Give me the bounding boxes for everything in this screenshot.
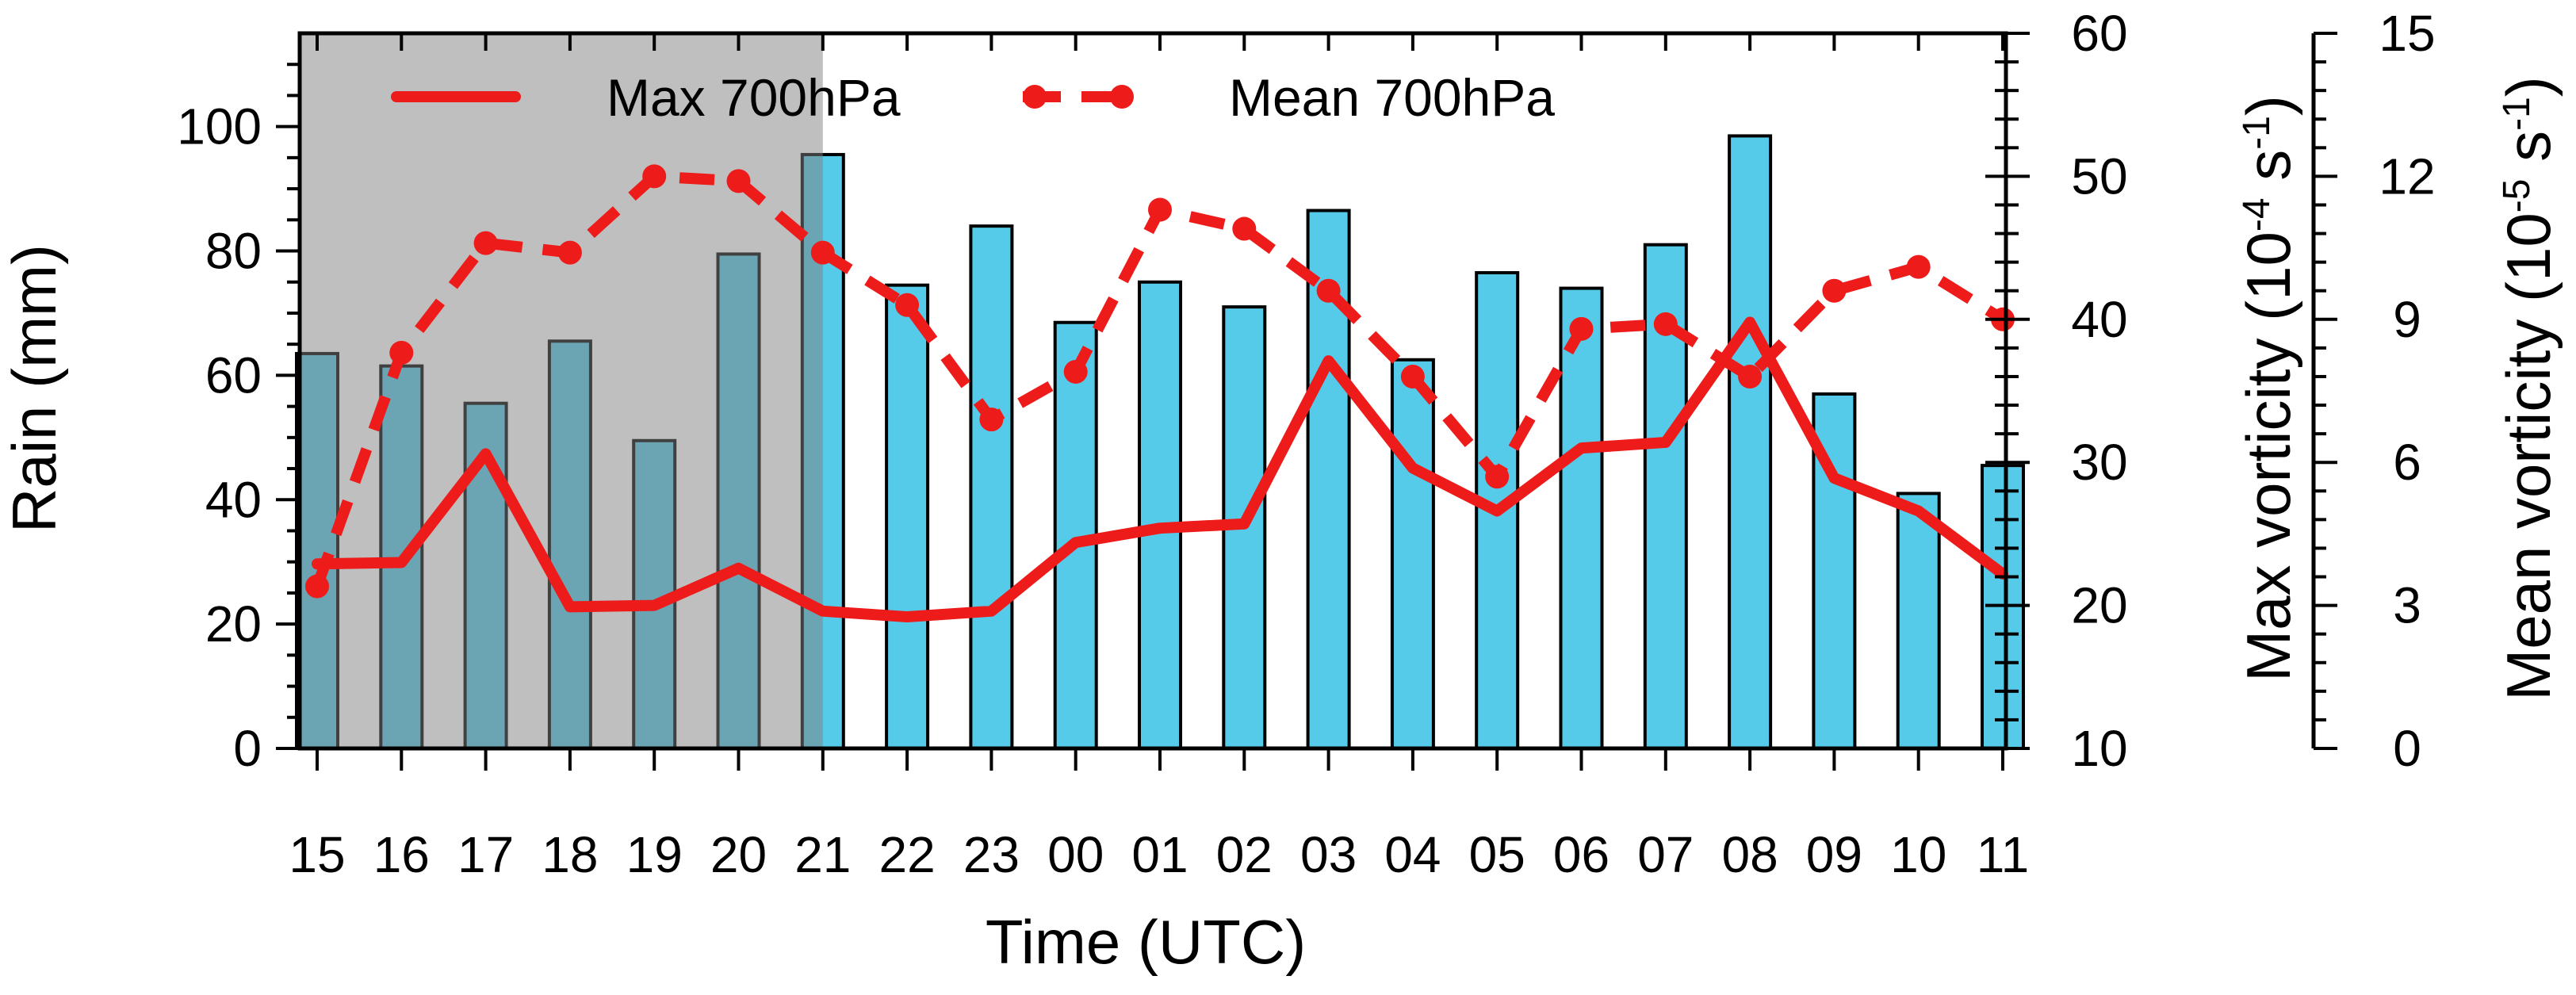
plot-frame	[297, 31, 2008, 751]
max-vorticity-close: )	[2233, 95, 2303, 116]
mean-700hpa-point	[1148, 197, 1172, 222]
mean-700hpa-point	[1738, 364, 1763, 388]
mean-vorticity-unit-exponent: -1	[2496, 97, 2538, 131]
mean-700hpa-point	[642, 164, 667, 189]
x-axis-tick-label: 00	[1047, 826, 1104, 883]
legend-mean-marker	[1110, 85, 1134, 109]
max-vorticity-unit-exponent: -1	[2236, 116, 2278, 150]
x-axis-tick-label: 03	[1300, 826, 1357, 883]
max-vorticity-axis-title: Max vorticity (10-4 s-1)	[2233, 95, 2303, 682]
rain-bar	[1053, 320, 1098, 750]
mean-700hpa-point	[1569, 316, 1594, 341]
left-axis-tick-label: 40	[205, 471, 262, 528]
mean-vorticity-close: )	[2494, 76, 2563, 97]
max-vorticity-tick-label: 40	[2071, 291, 2127, 348]
y-axis-title: Rain (mm)	[0, 244, 69, 533]
x-axis-tick-label: 06	[1553, 826, 1610, 883]
x-axis-tick-label: 20	[710, 826, 767, 883]
rain-bar	[1728, 134, 1773, 750]
x-axis-tick-label: 15	[289, 826, 345, 883]
mean-700hpa-point	[1063, 359, 1088, 384]
x-axis-tick-label: 21	[794, 826, 851, 883]
x-axis-tick-label: 19	[626, 826, 683, 883]
rain-bar	[1390, 358, 1435, 750]
mean-700hpa-point	[305, 574, 329, 599]
x-axis-tick-label: 18	[542, 826, 598, 883]
shaded-region-layer	[300, 33, 823, 748]
mean-vorticity-axis-title: Mean vorticity (10-5 s-1)	[2494, 76, 2563, 701]
mean-vorticity-exponent: -5	[2496, 179, 2538, 213]
max-vorticity-exponent: -4	[2236, 197, 2278, 232]
mean-700hpa-point	[473, 231, 498, 255]
legend-max-label: Max 700hPa	[607, 68, 901, 127]
rain-bar	[1138, 280, 1182, 750]
x-axis-tick-label: 07	[1637, 826, 1694, 883]
mean-700hpa-point	[557, 240, 582, 265]
mean-700hpa-point	[1316, 278, 1341, 303]
mean-vorticity-tick-label: 12	[2379, 147, 2435, 205]
mean-vorticity-tick-label: 3	[2393, 577, 2421, 634]
left-axis-tick-label: 0	[233, 720, 262, 777]
shaded-region	[300, 33, 823, 748]
max-vorticity-unit: s	[2233, 150, 2303, 198]
x-axis-tick-label: 10	[1890, 826, 1946, 883]
legend-mean-label: Mean 700hPa	[1229, 68, 1555, 127]
x-axis-tick-label: 17	[457, 826, 514, 883]
mean-700hpa-point	[1400, 364, 1425, 388]
mean-700hpa-point	[895, 293, 920, 317]
max-vorticity-tick-label: 30	[2071, 434, 2127, 491]
rain-bar	[1896, 492, 1941, 751]
rain-bar	[885, 283, 930, 750]
mean-vorticity-label: Mean vorticity (10	[2494, 212, 2563, 701]
x-axis-tick-label: 11	[1977, 826, 2029, 883]
mean-700hpa-point	[979, 408, 1004, 432]
x-axis-title: Time (UTC)	[986, 907, 1306, 977]
mean-700hpa-point	[1906, 254, 1931, 279]
mean-vorticity-tick-label: 0	[2393, 720, 2421, 777]
mean-700hpa-point	[1822, 278, 1847, 303]
rain-bar	[1559, 286, 1604, 751]
mean-700hpa-point	[1485, 465, 1510, 489]
mean-vorticity-tick-label: 15	[2379, 5, 2435, 62]
x-axis-tick-label: 09	[1806, 826, 1862, 883]
legend: Max 700hPa Mean 700hPa	[391, 68, 1555, 127]
left-axis-tick-label: 100	[177, 98, 262, 155]
mean-700hpa-point	[389, 340, 414, 365]
x-axis-tick-label: 08	[1722, 826, 1778, 883]
legend-mean-marker	[1023, 85, 1047, 109]
mean-700hpa-point	[1653, 312, 1678, 336]
mean-vorticity-unit: s	[2494, 131, 2563, 179]
rain-bar	[969, 224, 1014, 750]
x-axis-tick-label: 16	[373, 826, 430, 883]
max-vorticity-tick-label: 20	[2071, 577, 2127, 634]
x-axis-tick-label: 01	[1131, 826, 1188, 883]
vorticity-lines-layer	[305, 164, 2015, 623]
mean-vorticity-tick-label: 9	[2393, 291, 2421, 348]
left-axis-tick-label: 20	[205, 595, 262, 652]
max-vorticity-tick-label: 50	[2071, 147, 2127, 205]
max-vorticity-label: Max vorticity (10	[2233, 232, 2303, 682]
x-axis-tick-label: 04	[1384, 826, 1441, 883]
x-axis-tick-label: 02	[1216, 826, 1273, 883]
max-vorticity-tick-label: 10	[2071, 720, 2127, 777]
mean-700hpa-point	[726, 169, 751, 193]
x-axis-tick-label: 05	[1469, 826, 1525, 883]
max-vorticity-tick-label: 60	[2071, 5, 2127, 62]
left-axis-tick-label: 80	[205, 223, 262, 280]
x-axis-tick-label: 22	[879, 826, 936, 883]
x-axis-tick-label: 23	[963, 826, 1020, 883]
mean-vorticity-tick-label: 6	[2393, 434, 2421, 491]
left-axis-tick-label: 60	[205, 346, 262, 404]
mean-700hpa-point	[810, 240, 835, 265]
mean-700hpa-point	[1232, 216, 1257, 241]
